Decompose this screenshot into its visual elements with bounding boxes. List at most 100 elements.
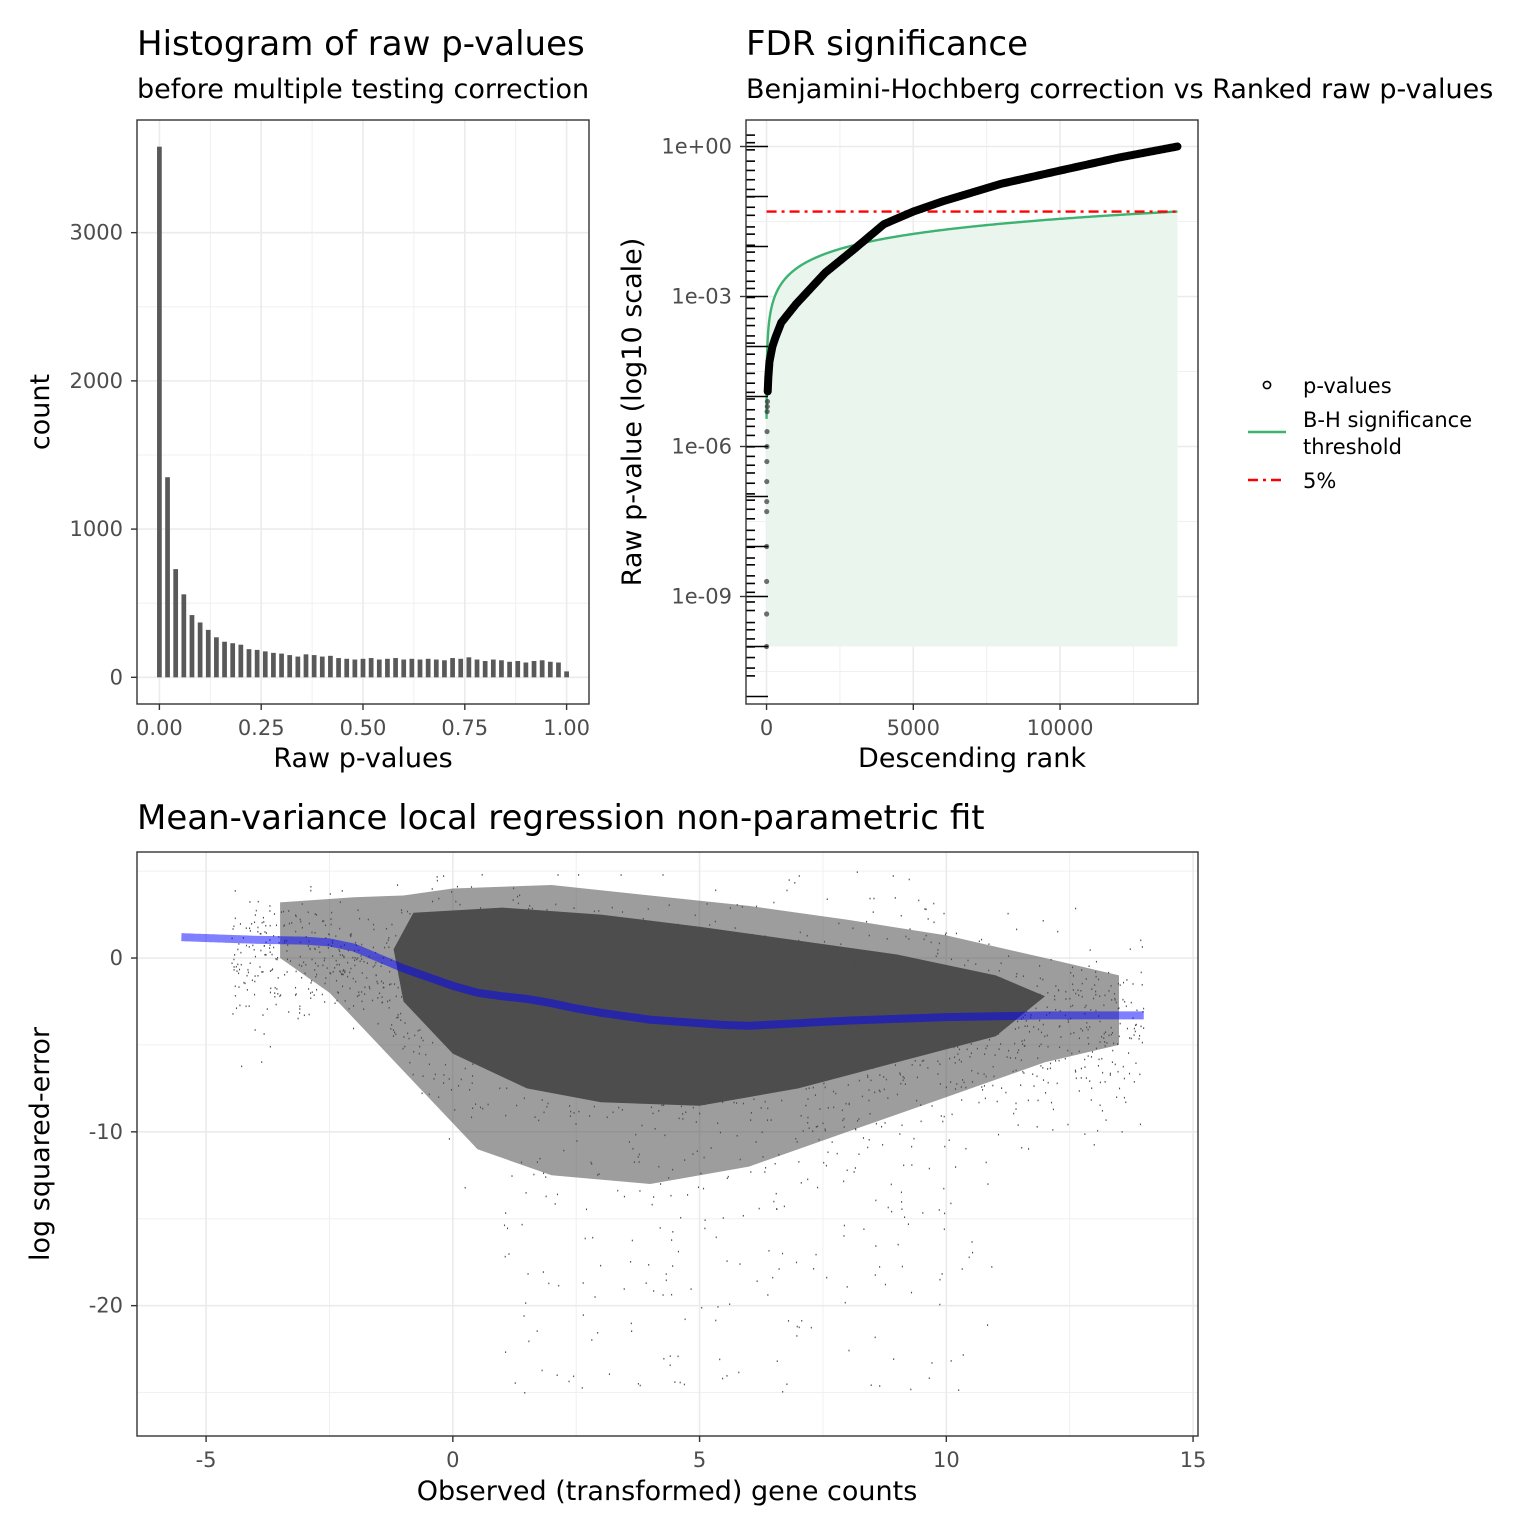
scatter-point	[286, 958, 289, 961]
scatter-point	[1104, 1031, 1107, 1033]
scatter-point	[1100, 1035, 1103, 1038]
scatter-point	[600, 1028, 602, 1030]
scatter-point	[909, 928, 911, 930]
scatter-point	[561, 1032, 563, 1035]
scatter-point	[1052, 1129, 1054, 1131]
scatter-point	[506, 958, 508, 960]
scatter-point	[339, 927, 341, 930]
scatter-point	[863, 983, 865, 986]
scatter-point	[826, 1029, 828, 1032]
scatter-point	[569, 1040, 571, 1043]
scatter-point	[960, 974, 962, 976]
scatter-point	[635, 1133, 637, 1136]
scatter-point	[489, 1050, 491, 1052]
scatter-point	[689, 1006, 692, 1008]
scatter-point	[868, 1138, 870, 1141]
scatter-point	[269, 991, 271, 994]
scatter-point	[598, 951, 600, 954]
scatter-point	[740, 1090, 742, 1092]
scatter-point	[858, 1153, 860, 1156]
scatter-point	[460, 927, 462, 930]
scatter-point	[694, 914, 696, 917]
scatter-point	[682, 1113, 684, 1115]
scatter-point	[353, 1027, 355, 1030]
scatter-point	[1070, 971, 1072, 974]
scatter-point	[432, 1041, 434, 1044]
scatter-point	[947, 1042, 949, 1045]
scatter-point	[339, 954, 341, 956]
scatter-point	[729, 1085, 731, 1087]
scatter-point	[381, 980, 383, 983]
scatter-point	[493, 1000, 495, 1003]
scatter-point	[1095, 971, 1097, 973]
scatter-point	[968, 1256, 970, 1259]
scatter-point	[1086, 1022, 1088, 1024]
scatter-point	[657, 1002, 660, 1005]
scatter-point	[465, 1023, 467, 1026]
scatter-point	[799, 1045, 801, 1047]
scatter-point	[800, 1182, 802, 1184]
histogram-bar	[401, 659, 407, 678]
histogram-bar	[189, 615, 195, 678]
scatter-point	[415, 967, 417, 970]
scatter-point	[594, 1296, 596, 1298]
scatter-point	[410, 931, 412, 934]
scatter-point	[641, 1124, 643, 1127]
scatter-point	[705, 1061, 707, 1064]
scatter-point	[777, 1004, 779, 1007]
scatter-point	[1067, 1018, 1069, 1021]
scatter-point	[1013, 988, 1015, 991]
scatter-point	[366, 962, 369, 965]
scatter-point	[755, 1072, 757, 1075]
scatter-point	[649, 958, 651, 960]
scatter-point	[889, 975, 891, 978]
scatter-point	[569, 1115, 571, 1118]
scatter-point	[652, 1112, 654, 1115]
scatter-point	[361, 991, 363, 993]
scatter-point	[485, 975, 487, 978]
scatter-point	[434, 998, 436, 1001]
scatter-point	[970, 1052, 973, 1055]
histogram-bar	[556, 662, 561, 678]
scatter-point	[588, 1029, 590, 1032]
scatter-point	[233, 958, 235, 961]
scatter-point	[298, 964, 300, 966]
scatter-point	[814, 1039, 816, 1041]
scatter-point	[262, 1014, 264, 1016]
scatter-point	[307, 945, 309, 947]
scatter-point	[301, 965, 303, 967]
scatter-point	[840, 986, 842, 988]
scatter-point	[1035, 1007, 1037, 1010]
scatter-point	[393, 1031, 396, 1034]
scatter-point	[662, 941, 665, 943]
scatter-point	[330, 972, 332, 975]
scatter-point	[1118, 1007, 1120, 1009]
scatter-point	[910, 1388, 912, 1391]
scatter-point	[1052, 1108, 1054, 1111]
scatter-point	[257, 900, 259, 903]
scatter-point	[1123, 1096, 1125, 1099]
scatter-point	[834, 969, 836, 971]
scatter-point	[734, 1038, 736, 1041]
scatter-point	[843, 1235, 845, 1237]
x-tick-label: 0.00	[136, 716, 183, 740]
scatter-point	[488, 1027, 490, 1029]
x-tick-label: -5	[196, 1448, 217, 1472]
scatter-point	[893, 1358, 895, 1360]
scatter-point	[1047, 1081, 1049, 1084]
scatter-point	[1129, 1037, 1131, 1039]
scatter-point	[1012, 1070, 1014, 1073]
scatter-point	[817, 1125, 819, 1128]
scatter-point	[495, 1065, 497, 1067]
scatter-point	[550, 1016, 552, 1019]
scatter-point	[854, 1167, 856, 1169]
scatter-point	[1090, 1009, 1092, 1011]
scatter-point	[814, 1047, 816, 1050]
scatter-point	[402, 979, 405, 981]
scatter-point	[807, 983, 809, 985]
scatter-point	[357, 957, 359, 960]
scatter-point	[349, 987, 351, 990]
scatter-point	[717, 1306, 719, 1308]
scatter-point	[884, 1049, 886, 1051]
scatter-point	[361, 958, 363, 961]
